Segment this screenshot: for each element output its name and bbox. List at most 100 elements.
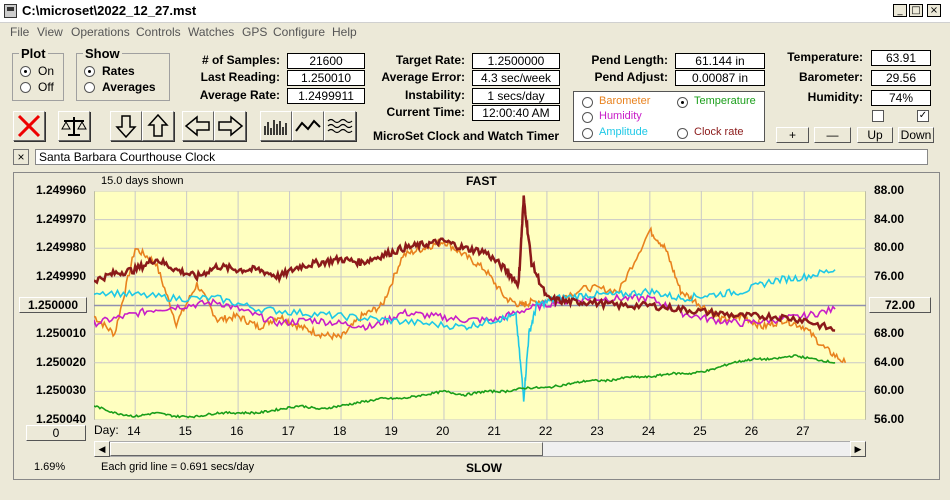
wave-lines-icon: [327, 118, 353, 134]
barometer-value: 29.56: [871, 70, 931, 86]
scroll-thumb[interactable]: [110, 442, 543, 456]
clock-rate-radio[interactable]: [677, 128, 688, 139]
minimize-button[interactable]: _: [893, 4, 907, 17]
scroll-left-button[interactable]: ◀: [94, 441, 110, 457]
left-tick-label: 1.249980: [35, 240, 86, 255]
current-time-label: Current Time:: [386, 105, 465, 119]
samples-label: # of Samples:: [201, 53, 280, 67]
clock-rate-option-label: Clock rate: [694, 126, 744, 138]
last-reading-label: Last Reading:: [200, 70, 280, 84]
zero-button[interactable]: 0: [26, 425, 86, 441]
right-tick-label: 88.00: [874, 183, 905, 197]
show-averages-radio[interactable]: [84, 82, 95, 93]
center-left-button[interactable]: 1.250000: [19, 297, 87, 313]
rate-chart: [94, 191, 866, 420]
left-tick-label: 1.249960: [35, 183, 86, 197]
clock-name-input[interactable]: Santa Barbara Courthouse Clock: [35, 149, 928, 165]
close-button[interactable]: ×: [927, 4, 941, 17]
left-tick-label: 1.250040: [35, 412, 86, 426]
left-arrow-button[interactable]: [182, 111, 214, 141]
series-temperature: [94, 354, 836, 419]
option-checkbox-1[interactable]: [872, 110, 884, 122]
series-humidity: [94, 293, 836, 331]
x-tick-label: 25: [693, 424, 707, 438]
arrow-right-small-icon: ▶: [854, 444, 862, 454]
menu-help[interactable]: Help: [332, 25, 357, 39]
left-tick-label: 1.250010: [35, 326, 86, 341]
option-checkbox-2[interactable]: ✓: [917, 110, 929, 122]
right-tick-label: 60.00: [874, 383, 905, 398]
scroll-right-button[interactable]: ▶: [850, 441, 866, 457]
wave-plot-button[interactable]: [324, 111, 356, 141]
scale-down-button[interactable]: Down: [898, 127, 934, 143]
average-error-label: Average Error:: [381, 70, 465, 84]
show-group-title: Show: [83, 46, 122, 61]
x-tick-label: 14: [127, 424, 141, 438]
days-shown-label: 15.0 days shown: [101, 175, 184, 187]
arrow-left-small-icon: ◀: [98, 444, 106, 454]
menu-watches[interactable]: Watches: [188, 25, 235, 39]
bar-plot-button[interactable]: [260, 111, 292, 141]
app-icon: [4, 4, 17, 18]
menu-operations[interactable]: Operations: [71, 25, 130, 39]
right-tick-label: 64.00: [874, 354, 905, 369]
plot-off-radio[interactable]: [20, 82, 31, 93]
x-tick-label: 16: [230, 424, 244, 438]
right-tick-label: 80.00: [874, 240, 905, 255]
menu-controls[interactable]: Controls: [136, 25, 181, 39]
app-title-label: MicroSet Clock and Watch Timer: [373, 129, 560, 143]
x-tick-label: 21: [487, 424, 501, 438]
x-tick-label: 20: [435, 424, 450, 438]
instability-label: Instability:: [404, 88, 465, 102]
menu-view[interactable]: View: [37, 25, 63, 39]
arrow-down-icon: [115, 115, 137, 139]
pend-length-value: 61.144 in: [675, 53, 765, 69]
plot-on-label: On: [38, 64, 55, 78]
menu-file[interactable]: File: [10, 25, 30, 39]
pend-adjust-value: 0.00087 in: [675, 70, 765, 86]
series-barometer: [94, 226, 847, 364]
left-tick-label: 1.249990: [35, 268, 86, 283]
x-tick-label: 26: [744, 424, 759, 438]
percent-label: 1.69%: [34, 461, 66, 473]
menu-gps[interactable]: GPS: [242, 25, 268, 39]
scale-up-button[interactable]: Up: [857, 127, 893, 143]
arrow-left-icon: [184, 115, 210, 137]
show-group: [76, 53, 170, 101]
line-chart-icon: [295, 119, 321, 132]
scale-plus-button[interactable]: +: [776, 127, 809, 143]
menu-configure[interactable]: Configure: [273, 25, 326, 39]
x-tick-label: 18: [333, 424, 347, 438]
plot-on-radio[interactable]: [20, 66, 31, 77]
right-arrow-button[interactable]: [214, 111, 246, 141]
up-arrow-button[interactable]: [142, 111, 174, 141]
arrow-right-icon: [218, 115, 244, 137]
temperature-option-label: Temperature: [694, 95, 756, 107]
scale-minus-button[interactable]: —: [814, 127, 851, 143]
chart-series: [94, 195, 847, 419]
target-rate-value: 1.2500000: [472, 53, 560, 69]
show-averages-label: Averages: [102, 80, 156, 94]
show-rates-radio[interactable]: [84, 66, 95, 77]
maximize-button[interactable]: □: [909, 4, 923, 17]
clear-clock-button[interactable]: ×: [13, 149, 29, 165]
stop-button[interactable]: [13, 111, 45, 141]
x-tick-label: 22: [538, 424, 553, 438]
pend-length-label: Pend Length:: [591, 53, 668, 67]
balance-button[interactable]: [58, 111, 90, 141]
amplitude-radio[interactable]: [582, 128, 593, 139]
x-tick-label: 15: [178, 424, 192, 438]
humidity-radio[interactable]: [582, 112, 593, 123]
humidity-option-label: Humidity: [599, 110, 642, 122]
current-time-value: 12:00:40 AM: [472, 105, 560, 121]
center-right-button[interactable]: 72.00: [869, 297, 931, 313]
barometer-radio[interactable]: [582, 97, 593, 108]
down-arrow-button[interactable]: [110, 111, 142, 141]
window-title: C:\microset\2022_12_27.mst: [22, 3, 197, 18]
plot-group-title: Plot: [19, 46, 48, 61]
menu-bar: File View Operations Controls Watches GP…: [0, 23, 950, 41]
chart-grid: [94, 191, 866, 420]
temperature-radio[interactable]: [677, 97, 688, 108]
line-plot-button[interactable]: [292, 111, 324, 141]
samples-value: 21600: [287, 53, 365, 69]
